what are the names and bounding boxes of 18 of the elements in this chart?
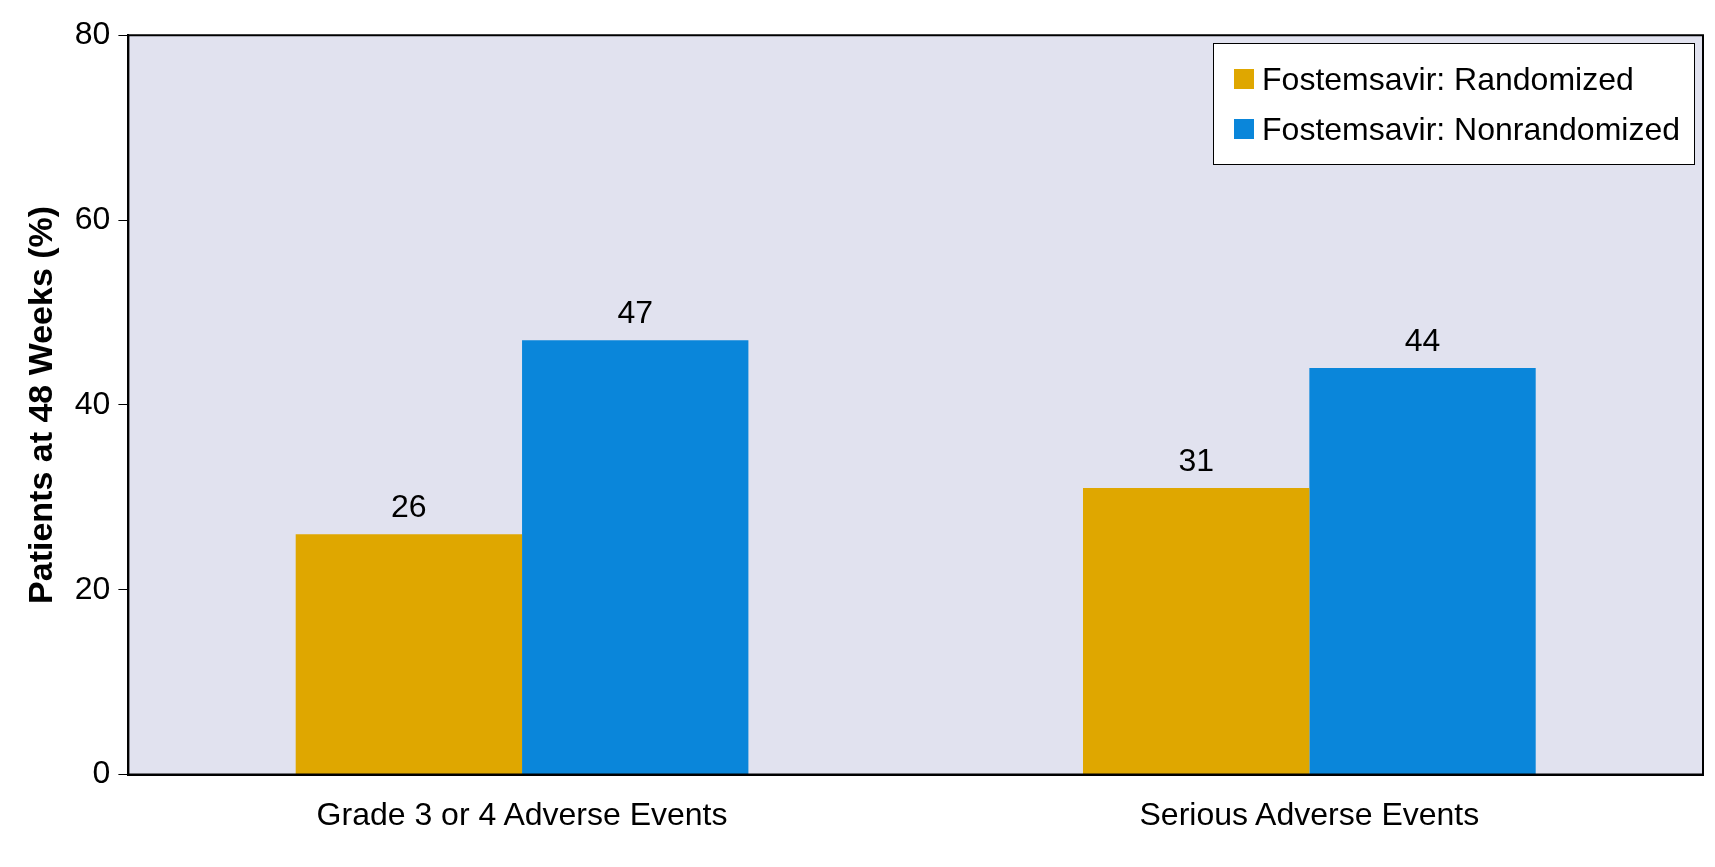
bar <box>1309 367 1536 775</box>
x-tick-label: Serious Adverse Events <box>1139 795 1480 832</box>
data-label: 31 <box>1178 441 1214 478</box>
y-tick-label: 60 <box>74 199 111 236</box>
data-label: 47 <box>617 294 654 331</box>
y-axis-title: Patients at 48 Weeks (%) <box>20 205 59 604</box>
bar <box>522 340 749 775</box>
bar <box>1083 488 1310 775</box>
data-label: 26 <box>391 488 427 525</box>
y-tick-label: 0 <box>92 754 111 791</box>
x-tick-label: Grade 3 or 4 Adverse Events <box>316 795 728 832</box>
y-tick-label: 20 <box>74 569 111 606</box>
data-label: 44 <box>1404 321 1441 358</box>
y-tick-label: 40 <box>74 384 111 421</box>
bar <box>295 534 523 775</box>
legend-label: Fostemsavir: Nonrandomized <box>1262 110 1680 150</box>
y-tick-label: 80 <box>74 15 111 52</box>
legend-label: Fostemsavir: Randomized <box>1262 60 1634 100</box>
